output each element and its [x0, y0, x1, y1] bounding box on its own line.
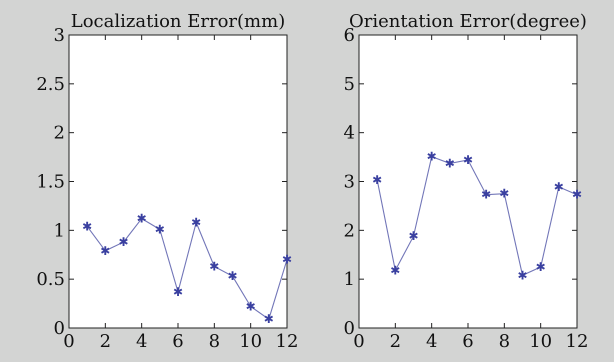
- y-tick-label: 3: [344, 172, 355, 193]
- x-tick-label: 8: [209, 331, 220, 352]
- x-tick-label: 0: [63, 331, 74, 352]
- x-tick-label: 10: [239, 331, 262, 352]
- y-tick-label: 1: [344, 269, 355, 290]
- x-tick-label: 8: [499, 331, 510, 352]
- data-point: ✱: [118, 235, 128, 249]
- data-point: ✱: [246, 300, 256, 314]
- x-tick-label: 2: [390, 331, 401, 352]
- chart-title: Localization Error(mm): [71, 11, 285, 32]
- data-point: ✱: [554, 180, 564, 194]
- data-point: ✱: [137, 212, 147, 226]
- data-point: ✱: [572, 188, 582, 202]
- plot-area: ✱ ✱ ✱ ✱ ✱ ✱ ✱ ✱ ✱ ✱ ✱ ✱: [82, 212, 292, 327]
- y-tick-label: 1: [54, 220, 65, 241]
- data-point: ✱: [191, 216, 201, 230]
- x-tick-label: 2: [100, 331, 111, 352]
- axes-frame: [358, 34, 578, 329]
- x-tick-label: 0: [353, 331, 364, 352]
- tick-group: 0 0.5 1 1.5 2 2.5 3 0 2 4 6 8 10 12: [36, 25, 298, 352]
- data-point: ✱: [390, 263, 400, 277]
- data-point: ✱: [209, 259, 219, 273]
- x-tick-label: 4: [136, 331, 147, 352]
- data-point: ✱: [517, 268, 527, 282]
- data-point: ✱: [427, 150, 437, 164]
- data-point: ✱: [173, 285, 183, 299]
- axes-frame: [68, 34, 288, 329]
- data-point: ✱: [155, 222, 165, 236]
- x-tick-label: 6: [462, 331, 473, 352]
- data-point: ✱: [463, 153, 473, 167]
- series-line: [376, 155, 578, 277]
- data-point: ✱: [100, 244, 110, 258]
- data-point: ✱: [282, 253, 292, 267]
- y-tick-label: 2: [54, 123, 65, 144]
- y-tick-label: 0.5: [36, 269, 65, 290]
- x-tick-label: 6: [172, 331, 183, 352]
- data-point: ✱: [82, 219, 92, 233]
- data-point: ✱: [499, 187, 509, 201]
- y-tick-label: 5: [344, 74, 355, 95]
- plot-area: ✱ ✱ ✱ ✱ ✱ ✱ ✱ ✱ ✱ ✱ ✱ ✱: [372, 150, 582, 283]
- y-tick-label: 0: [54, 318, 65, 339]
- data-point: ✱: [408, 229, 418, 243]
- data-point: ✱: [264, 312, 274, 326]
- chart-title: Orientation Error(degree): [349, 11, 587, 32]
- data-point: ✱: [227, 269, 237, 283]
- y-tick-label: 3: [54, 25, 65, 46]
- x-tick-label: 12: [276, 331, 299, 352]
- data-point: ✱: [536, 260, 546, 274]
- y-tick-label: 2.5: [36, 74, 65, 95]
- y-tick-label: 6: [344, 25, 355, 46]
- y-tick-label: 2: [344, 220, 355, 241]
- data-point: ✱: [445, 156, 455, 170]
- chart-localization-error: Localization Error(mm) 0 0.5 1 1.5 2 2.5 3 0 2 4 6…: [36, 11, 298, 352]
- y-tick-label: 1.5: [36, 172, 65, 193]
- x-tick-label: 4: [426, 331, 437, 352]
- x-tick-label: 10: [529, 331, 552, 352]
- x-tick-label: 12: [566, 331, 589, 352]
- y-tick-label: 0: [344, 318, 355, 339]
- y-tick-label: 4: [344, 123, 355, 144]
- data-point: ✱: [372, 173, 382, 187]
- data-point: ✱: [481, 188, 491, 202]
- series-line: [86, 217, 288, 321]
